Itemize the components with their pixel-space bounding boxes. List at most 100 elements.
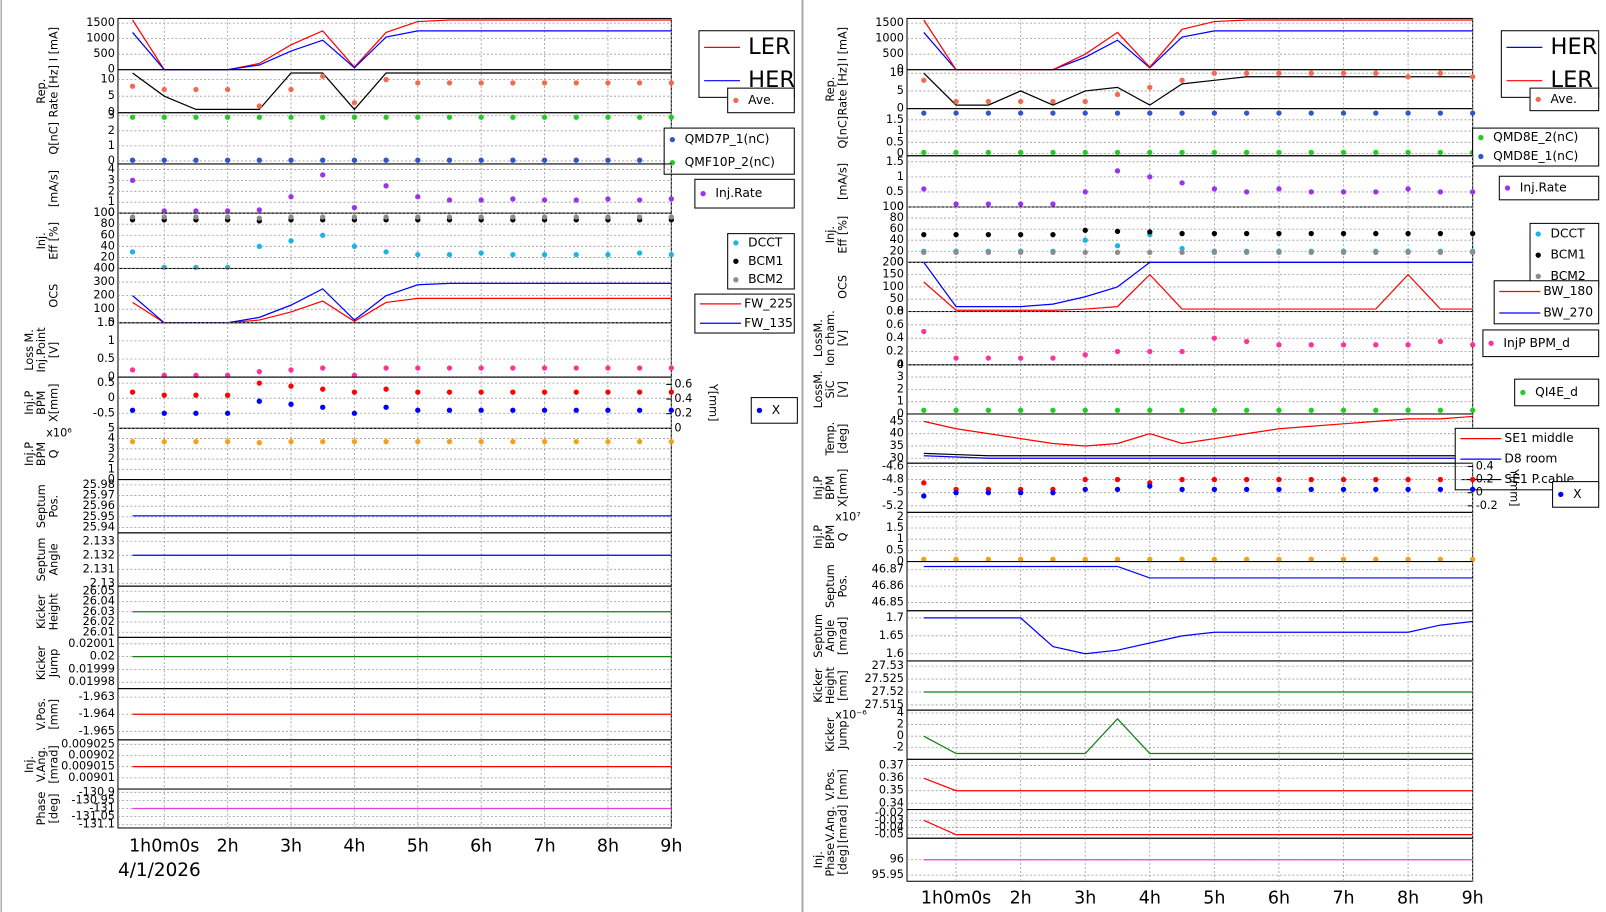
data-point (351, 389, 358, 395)
y-axis-label: Pos. (836, 575, 849, 598)
data-point (161, 438, 167, 445)
data-point (415, 251, 421, 258)
y-tick-label: 26.05 (83, 584, 115, 597)
y-axis-label: LossM. (812, 319, 825, 357)
y2-tick-label: 0.4 (1476, 459, 1494, 472)
data-point (953, 231, 959, 238)
legend-box (694, 178, 795, 209)
data-point (129, 83, 136, 89)
data-point (1243, 230, 1250, 237)
data-point (1082, 110, 1088, 116)
data-point (256, 243, 262, 250)
y-tick-label: 1.5 (886, 155, 904, 168)
data-point (1114, 249, 1121, 256)
data-point (193, 392, 199, 398)
data-point (1147, 174, 1153, 180)
data-point (1114, 110, 1121, 116)
y-axis-label: Inj. (824, 226, 837, 243)
data-point (1211, 149, 1218, 156)
data-point (1276, 230, 1282, 237)
x-tick-label: 4h (343, 836, 365, 856)
y-tick-label: 0.6 (886, 318, 904, 331)
data-point (1082, 486, 1088, 493)
legend-marker (733, 240, 739, 246)
data-point (1308, 149, 1314, 156)
y-axis-label: Inj.P (812, 525, 825, 549)
data-point (1340, 230, 1347, 237)
data-point (1308, 486, 1314, 493)
data-point (510, 438, 516, 445)
y-axis-label: Rep. (35, 79, 48, 104)
data-point (541, 197, 548, 203)
y-tick-label: 2.13 (90, 576, 115, 589)
x-tick-label: 1h0m0s (921, 889, 991, 909)
data-point (129, 389, 136, 395)
data-point (605, 214, 611, 220)
y-axis-label: Inj.P (23, 442, 36, 466)
data-line (923, 415, 1473, 447)
data-point (541, 251, 548, 258)
legend-label: HER (1551, 34, 1598, 60)
y-tick-label: -130.95 (71, 793, 114, 806)
y-tick-label: 46.87 (872, 563, 904, 576)
data-point (668, 438, 674, 445)
data-point (1373, 230, 1379, 237)
legend-marker (1478, 134, 1484, 141)
x-tick-label: 1h0m0s (129, 836, 199, 856)
data-point (1179, 180, 1185, 186)
data-point (1114, 348, 1121, 355)
data-line (923, 777, 1473, 792)
legend-label: Inj.Rate (715, 186, 762, 200)
y-tick-label: 2.131 (83, 562, 115, 575)
y-tick-label: 60 (101, 228, 115, 241)
data-point (1373, 249, 1379, 256)
legend-marker (1535, 96, 1541, 103)
y-axis-label: [mrad] (836, 805, 849, 843)
data-point (1179, 230, 1185, 237)
y-tick-label: 1.65 (879, 629, 904, 642)
y-axis-label: OCS (47, 284, 60, 308)
data-point (446, 197, 453, 203)
data-point (383, 157, 389, 163)
y-tick-label: 0.36 (879, 771, 904, 784)
data-point (510, 214, 516, 220)
y-axis-label: Pos. (47, 495, 60, 518)
y2-tick-label: 0 (674, 421, 681, 434)
legend-label: SE1 middle (1504, 431, 1573, 445)
data-point (161, 114, 167, 120)
data-point (1373, 149, 1379, 156)
legend-box (694, 293, 795, 334)
y-tick-label: 27.52 (872, 685, 904, 698)
data-point (478, 80, 484, 86)
y-tick-label: 0 (108, 154, 115, 167)
y-tick-label: 0 (897, 358, 904, 371)
data-point (1373, 476, 1379, 483)
data-point (921, 249, 927, 256)
y2-tick-label: 0.6 (674, 377, 692, 390)
data-point (636, 157, 643, 163)
data-point (1405, 486, 1411, 493)
data-point (1405, 110, 1411, 116)
data-point (510, 407, 516, 413)
data-point (1114, 168, 1121, 174)
data-point (1179, 77, 1185, 83)
data-point (1082, 149, 1088, 156)
data-line (923, 261, 1473, 308)
data-point (288, 438, 294, 445)
data-point (161, 157, 167, 163)
y-axis-label: Q[nC] (47, 122, 60, 155)
data-point (256, 207, 262, 213)
y-axis-label: Kicker (35, 645, 48, 680)
x-tick-label: 5h (407, 836, 429, 856)
y-tick-label: -0.04 (875, 820, 904, 833)
data-point (129, 114, 136, 120)
y-axis-label: [V] (836, 381, 849, 398)
y-tick-label: 100 (882, 280, 904, 293)
data-point (1211, 230, 1218, 237)
y-tick-label: 1.5 (886, 113, 904, 126)
y-tick-label: 0 (897, 305, 904, 318)
y-tick-label: 0 (108, 206, 115, 219)
y-tick-label: 1.6 (886, 647, 904, 660)
data-point (1437, 476, 1444, 483)
y-tick-label: 40 (890, 233, 904, 246)
